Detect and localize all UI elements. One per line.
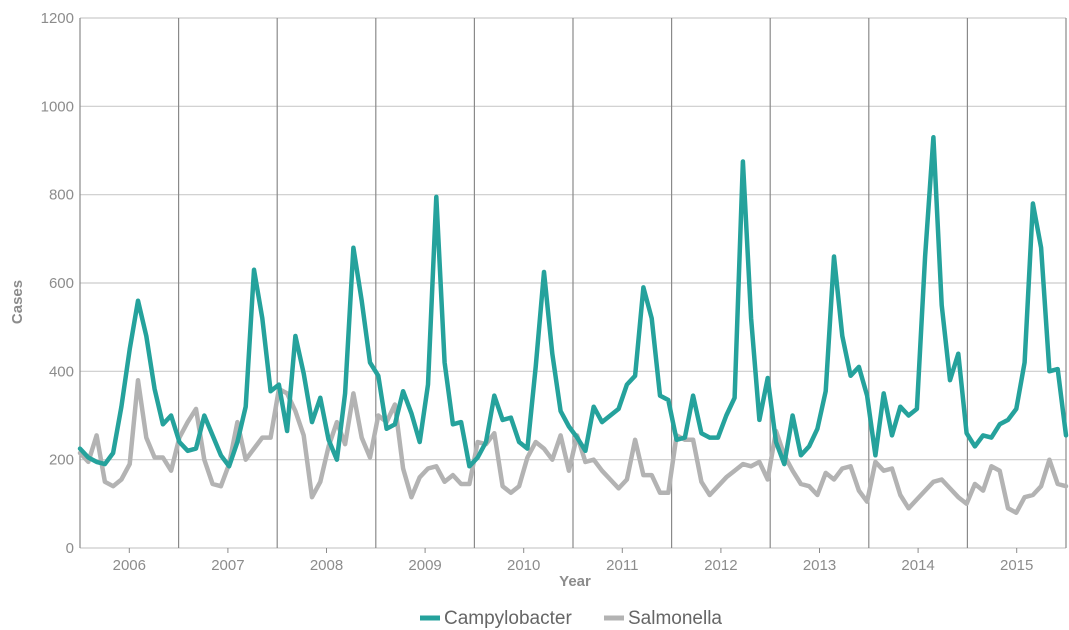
- y-axis-title: Cases: [9, 280, 26, 324]
- x-tick-label-2013: 2013: [803, 557, 836, 574]
- x-axis-ticks: 2006 2007 2008 2009 2010 2011 2012 2013 2014 2015: [113, 548, 1033, 574]
- y-axis-ticks: 0 200 400 600 800 1000 1200: [41, 10, 74, 557]
- x-tick-label-2015: 2015: [1000, 557, 1033, 574]
- x-tick-label-2007: 2007: [211, 557, 244, 574]
- series-lines: [77, 135, 1069, 515]
- x-tick-label-2009: 2009: [408, 557, 441, 574]
- x-tick-label-2006: 2006: [113, 557, 146, 574]
- series-line-salmonella: [77, 377, 1069, 515]
- y-tick-label-0: 0: [66, 540, 74, 557]
- x-axis-title: Year: [559, 573, 591, 590]
- legend-label-campylobacter: Campylobacter: [444, 608, 572, 629]
- y-tick-label-1000: 1000: [41, 98, 74, 115]
- x-tick-label-2010: 2010: [507, 557, 540, 574]
- x-tick-label-2012: 2012: [704, 557, 737, 574]
- legend-label-salmonella: Salmonella: [628, 608, 722, 629]
- y-tick-label-400: 400: [49, 363, 74, 380]
- x-tick-label-2014: 2014: [901, 557, 934, 574]
- x-tick-label-2011: 2011: [606, 557, 638, 574]
- y-tick-label-800: 800: [49, 187, 74, 204]
- x-tick-label-2008: 2008: [310, 557, 343, 574]
- y-tick-label-600: 600: [49, 275, 74, 292]
- legend: Campylobacter Salmonella: [420, 608, 722, 629]
- y-tick-label-200: 200: [49, 452, 74, 469]
- series-line-campylobacter: [77, 135, 1069, 469]
- y-tick-label-1200: 1200: [41, 10, 74, 27]
